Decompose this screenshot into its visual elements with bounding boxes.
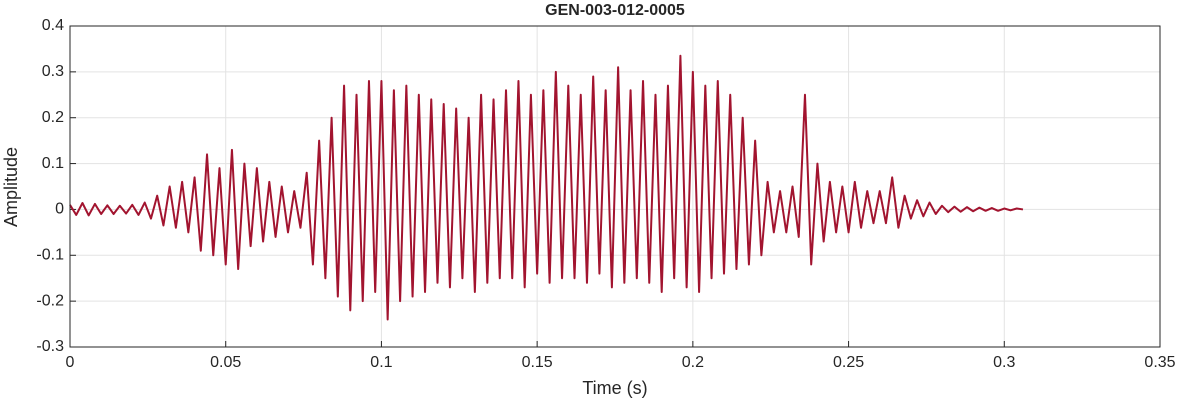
y-axis-label: Amplitude <box>1 147 21 227</box>
y-tick-label: 0.3 <box>42 63 64 80</box>
x-tick-label: 0.1 <box>370 354 392 371</box>
y-tick-label: -0.2 <box>36 292 64 309</box>
chart-title: GEN-003-012-0005 <box>545 2 685 19</box>
plot-frame <box>69 25 1161 348</box>
y-tick-label: -0.3 <box>36 338 64 355</box>
x-tick-label: 0.2 <box>682 354 704 371</box>
line-series <box>69 54 1024 321</box>
y-tick-label: 0.4 <box>42 17 64 34</box>
x-tick-label: 0.25 <box>833 354 864 371</box>
y-tick-label: 0.1 <box>42 155 64 172</box>
x-tick-label: 0.15 <box>522 354 553 371</box>
x-tick-label: 0.3 <box>993 354 1015 371</box>
y-tick-label: 0.2 <box>42 109 64 126</box>
y-tick-label: 0 <box>55 201 64 218</box>
x-tick-label: 0 <box>66 354 75 371</box>
x-tick-label: 0.05 <box>210 354 241 371</box>
y-tick-label: -0.1 <box>36 247 64 264</box>
x-axis-label: Time (s) <box>582 378 647 398</box>
x-tick-label: 0.35 <box>1144 354 1175 371</box>
